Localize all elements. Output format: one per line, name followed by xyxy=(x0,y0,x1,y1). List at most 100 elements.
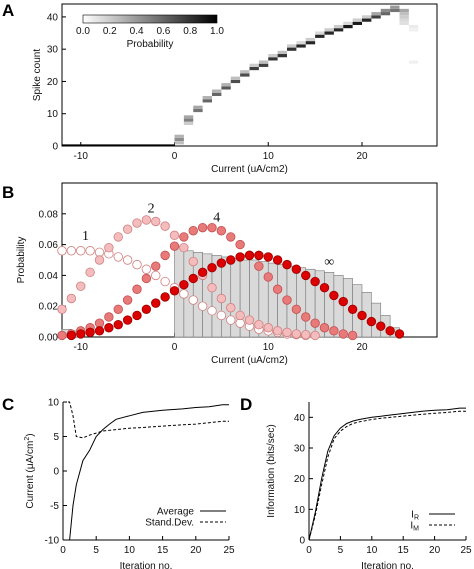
x-tick-label: 0 xyxy=(60,545,66,556)
heatmap-cell xyxy=(230,76,241,80)
series-1-point xyxy=(301,329,311,340)
series-2-point xyxy=(216,226,227,236)
series-3-point xyxy=(226,255,236,265)
panel-a-heatmap: -10 0 10 20 0 10 20 30 40 Current (uA/cm2) Spike c… xyxy=(32,3,438,175)
heatmap-cell xyxy=(221,83,231,87)
heatmap-cell xyxy=(315,31,325,35)
series-2-point xyxy=(254,261,264,271)
series-3-point xyxy=(169,286,180,296)
series-1-point xyxy=(122,224,133,234)
series-1-point xyxy=(179,242,189,253)
heatmap-cell xyxy=(240,73,250,77)
series-3-point xyxy=(66,330,77,341)
legend-label-1: Stand.Dev. xyxy=(145,518,194,529)
legend-label-main: I xyxy=(410,521,413,532)
series-3-point xyxy=(394,329,405,339)
heatmap-cell xyxy=(249,66,259,71)
y-tick-label: 0 xyxy=(52,142,58,153)
series-1-point xyxy=(226,303,236,313)
series-0-point xyxy=(197,301,208,311)
series-0-point xyxy=(179,289,189,299)
heatmap-cell xyxy=(380,8,391,13)
heatmap-cell xyxy=(287,47,297,51)
heatmap-cell xyxy=(362,15,372,19)
series-3-point xyxy=(366,316,377,327)
heatmap-cell xyxy=(202,99,212,103)
x-tick-label: 10 xyxy=(263,151,275,162)
series-1-point xyxy=(282,327,292,338)
series-2-point xyxy=(329,326,339,336)
y-tick-label: 0 xyxy=(53,467,59,478)
series-2-point xyxy=(310,318,320,328)
series-2-point xyxy=(141,273,152,284)
heatmap-cell xyxy=(371,12,381,16)
heatmap-cell xyxy=(352,18,362,22)
series-2-point xyxy=(263,272,273,282)
panel-c-current-line-chart: 0 5 10 15 20 25 -10 -5 0 5 10 Iteration no. Current … xyxy=(24,398,235,569)
series-1-point xyxy=(254,319,264,330)
y-tick-label: 5 xyxy=(53,432,59,443)
heatmap-cell xyxy=(212,89,222,93)
y-tick-label: 0.08 xyxy=(39,209,59,220)
heatmap-cell xyxy=(287,44,297,48)
y-axis-label-close: ) xyxy=(25,433,36,436)
curve-label: 4 xyxy=(213,211,220,226)
colorbar-tick-label: 0.6 xyxy=(156,26,170,37)
series-2-point xyxy=(179,232,189,242)
series-2-point xyxy=(122,295,133,305)
series-1-point xyxy=(263,323,273,333)
y-tick-label: 0.04 xyxy=(39,271,59,282)
y-tick-label: 20 xyxy=(47,77,59,88)
series-1-point xyxy=(141,215,152,225)
heatmap-cell xyxy=(343,24,353,29)
series-0-point xyxy=(226,315,236,325)
legend-label-1: IM xyxy=(410,521,419,533)
series-0-point xyxy=(207,306,217,316)
series-3-point xyxy=(347,304,358,314)
x-tick-label: 0 xyxy=(172,151,178,162)
heatmap-cell xyxy=(174,134,184,138)
y-tick-label: 10 xyxy=(48,398,60,409)
heatmap-cell xyxy=(212,92,222,96)
series-1-point xyxy=(160,221,170,231)
x-tick-label: 0 xyxy=(172,342,178,353)
series-3-point xyxy=(282,259,292,270)
series-0-point xyxy=(188,295,198,305)
series-3-point xyxy=(151,298,161,308)
series-3-point xyxy=(188,273,198,284)
legend-label-0: Average xyxy=(157,507,195,518)
x-tick-label: 15 xyxy=(398,545,410,556)
x-tick-label: 20 xyxy=(356,151,368,162)
series-3-point xyxy=(385,326,395,336)
series-2-point xyxy=(226,232,236,242)
series-0-point xyxy=(160,276,170,287)
series-3-point xyxy=(244,250,255,261)
panel-letter-b: B xyxy=(2,183,14,202)
colorbar-tick-label: 1.0 xyxy=(210,26,224,37)
x-axis-label: Current (uA/cm2) xyxy=(211,164,288,175)
curve-label: 2 xyxy=(148,201,155,216)
series-2-point xyxy=(301,312,311,322)
heatmap-cell xyxy=(258,60,269,64)
heatmap-cell xyxy=(183,115,194,119)
series-line-0 xyxy=(308,407,466,541)
y-axis-label-main: Current (μA/cm xyxy=(25,441,36,509)
series-3-point xyxy=(141,304,152,314)
panel-b-probability-chart: -10 0 10 20 0.00 0.02 0.04 0.06 0.08 1 2 4 ∞ Current … xyxy=(16,182,438,366)
heatmap-cell xyxy=(371,15,381,19)
colorbar-tick-label: 0.8 xyxy=(183,26,197,37)
series-2-point xyxy=(235,239,245,250)
heatmap-cell xyxy=(193,105,203,109)
heatmap-cell xyxy=(258,63,269,67)
heatmap-cell xyxy=(296,44,306,48)
series-2-point xyxy=(57,330,67,341)
panel-d-information-line-chart: 0 5 10 15 20 25 0 10 20 30 40 Iteration no. Informat… xyxy=(266,402,472,569)
y-axis-label: Current (μA/cm2) xyxy=(24,433,36,508)
panel-letter-c: C xyxy=(2,395,14,414)
x-tick-label: 10 xyxy=(263,342,275,353)
series-3-point xyxy=(216,258,227,268)
series-3-point xyxy=(76,329,86,339)
x-tick-label: 15 xyxy=(157,545,169,556)
y-axis-label: Probability xyxy=(16,237,27,284)
series-1-point xyxy=(57,304,67,314)
